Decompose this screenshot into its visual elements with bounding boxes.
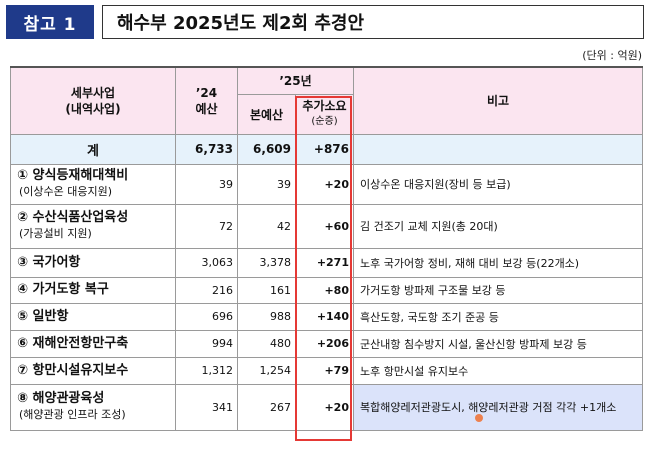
note-cell: 노후 국가어항 정비, 재해 대비 보강 등(22개소) <box>353 247 643 278</box>
budget-2024-cell: 3,063 <box>175 247 238 278</box>
project-name-cell: ⑤ 일반항 <box>10 302 176 331</box>
budget-2024-cell: 72 <box>175 203 238 249</box>
table-row: ① 양식등재해대책비 (이상수온 대응지원) 39 39 +20 이상수온 대응지원(장비… <box>10 163 643 205</box>
table-row: ② 수산식품산업육성 (가공설비 지원) 72 42 +60 김 건조기 교체 지원(총 … <box>10 203 643 249</box>
note-cell: 흑산도항, 국도항 조기 준공 등 <box>353 302 643 331</box>
base-budget-cell: 3,378 <box>237 247 296 278</box>
additional-cell: +20 <box>295 383 354 431</box>
additional-cell: +140 <box>295 302 354 331</box>
budget-2024-cell: 341 <box>175 383 238 431</box>
project-name-cell: ⑥ 재해안전항만구축 <box>10 329 176 358</box>
additional-cell: +80 <box>295 276 354 304</box>
header-project: 세부사업 (내역사업) <box>10 66 176 135</box>
total-note <box>353 133 643 165</box>
additional-cell: +271 <box>295 247 354 278</box>
header-note: 비고 <box>353 66 643 135</box>
project-name: ⑤ 일반항 <box>17 308 69 324</box>
project-subname: (이상수온 대응지원) <box>19 185 113 198</box>
project-name-cell: ③ 국가어항 <box>10 247 176 278</box>
base-budget-cell: 1,254 <box>237 356 296 385</box>
total-label: 계 <box>10 133 176 165</box>
project-name: ⑦ 항만시설유지보수 <box>17 362 129 378</box>
project-name: ④ 가거도항 복구 <box>17 282 109 297</box>
table-row: ④ 가거도항 복구 216 161 +80 가거도항 방파제 구조물 보강 등 <box>10 276 643 304</box>
budget-2024-cell: 39 <box>175 163 238 205</box>
project-name: ⑧ 해양관광육성 <box>17 391 105 406</box>
note-cell: 복합해양레저관광도시, 해양레저관광 거점 각각 +1개소 <box>353 383 643 431</box>
base-budget-cell: 39 <box>237 163 296 205</box>
base-budget-cell: 480 <box>237 329 296 358</box>
header-2024-budget: ’24 예산 <box>175 66 238 135</box>
base-budget-cell: 161 <box>237 276 296 304</box>
project-name: ③ 국가어항 <box>17 254 81 270</box>
budget-table: 세부사업 (내역사업) ’24 예산 ’25년 비고 본예산 추가소요 (순증)… <box>10 66 643 431</box>
document-title: 해수부 2025년도 제2회 추경안 <box>102 5 644 39</box>
project-name-cell: ⑧ 해양관광육성 (해양관광 인프라 조성) <box>10 383 176 431</box>
table-row: ⑥ 재해안전항만구축 994 480 +206 군산내항 침수방지 시설, 울산신항 방… <box>10 329 643 358</box>
document-header: 참고 1 해수부 2025년도 제2회 추경안 <box>6 5 644 39</box>
note-cell: 이상수온 대응지원(장비 등 보급) <box>353 163 643 205</box>
project-name: ② 수산식품산업육성 <box>17 210 129 225</box>
project-subname: (가공설비 지원) <box>19 227 92 240</box>
base-budget-cell: 988 <box>237 302 296 331</box>
base-budget-cell: 42 <box>237 203 296 249</box>
header-2025: ’25년 <box>237 66 354 95</box>
additional-cell: +60 <box>295 203 354 249</box>
total-2024: 6,733 <box>175 133 238 165</box>
project-name-cell: ② 수산식품산업육성 (가공설비 지원) <box>10 203 176 249</box>
budget-2024-cell: 1,312 <box>175 356 238 385</box>
reference-badge: 참고 1 <box>6 5 94 39</box>
note-cell: 가거도항 방파제 구조물 보강 등 <box>353 276 643 304</box>
unit-label: (단위 : 억원) <box>582 49 642 62</box>
header-additional: 추가소요 (순증) <box>295 93 354 135</box>
project-subname: (해양관광 인프라 조성) <box>19 408 126 421</box>
table-row: ⑤ 일반항 696 988 +140 흑산도항, 국도항 조기 준공 등 <box>10 302 643 331</box>
table-row: ⑦ 항만시설유지보수 1,312 1,254 +79 노후 항만시설 유지보수 <box>10 356 643 385</box>
project-name-cell: ⑦ 항만시설유지보수 <box>10 356 176 385</box>
note-cell: 김 건조기 교체 지원(총 20대) <box>353 203 643 249</box>
note-cell: 노후 항만시설 유지보수 <box>353 356 643 385</box>
total-row: 계 6,733 6,609 +876 <box>10 133 643 165</box>
total-additional: +876 <box>295 133 354 165</box>
project-name-cell: ④ 가거도항 복구 <box>10 276 176 304</box>
additional-cell: +20 <box>295 163 354 205</box>
project-name-cell: ① 양식등재해대책비 (이상수온 대응지원) <box>10 163 176 205</box>
project-name: ① 양식등재해대책비 <box>17 168 129 183</box>
additional-cell: +79 <box>295 356 354 385</box>
header-base-budget: 본예산 <box>237 93 296 135</box>
total-base: 6,609 <box>237 133 296 165</box>
budget-2024-cell: 994 <box>175 329 238 358</box>
budget-2024-cell: 696 <box>175 302 238 331</box>
table-row: ③ 국가어항 3,063 3,378 +271 노후 국가어항 정비, 재해 대비 보강… <box>10 247 643 278</box>
note-cell: 군산내항 침수방지 시설, 울산신항 방파제 보강 등 <box>353 329 643 358</box>
base-budget-cell: 267 <box>237 383 296 431</box>
budget-2024-cell: 216 <box>175 276 238 304</box>
project-name: ⑥ 재해안전항만구축 <box>17 335 129 351</box>
additional-cell: +206 <box>295 329 354 358</box>
table-row: ⑧ 해양관광육성 (해양관광 인프라 조성) 341 267 +20 복합해양레저관광도시… <box>10 383 643 431</box>
cursor-dot <box>475 414 483 422</box>
